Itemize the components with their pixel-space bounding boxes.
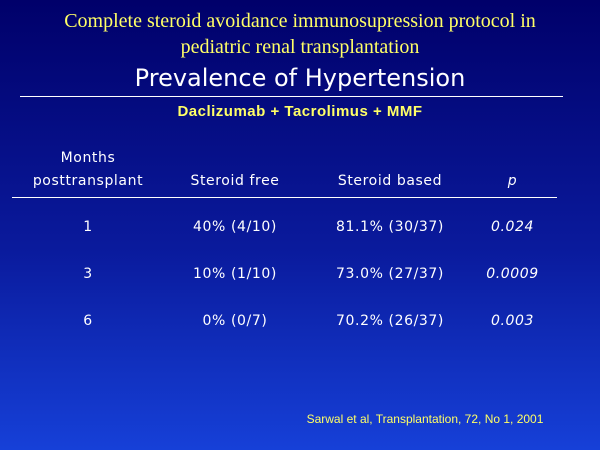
cell-months: 1 [83,219,93,235]
cell-p-value: 0.003 [490,313,535,329]
cell-steroid-free: 0% (0/7) [202,313,268,329]
header-steroid-based: Steroid based [337,173,443,189]
title-divider [20,96,563,97]
slide-title: Complete steroid avoidance immunosupress… [0,8,600,60]
header-months: Months posttransplant [18,147,158,193]
title-line-1: Complete steroid avoidance immunosupress… [64,10,536,32]
regimen-label: Daclizumab + Tacrolimus + MMF [177,103,423,120]
cell-steroid-free: 40% (4/10) [193,219,277,235]
citation: Sarwal et al, Transplantation, 72, No 1,… [306,412,544,426]
cell-p-value: 0.0009 [486,266,539,282]
cell-steroid-based: 73.0% (27/37) [336,266,444,282]
cell-steroid-free: 10% (1/10) [193,266,277,282]
cell-p-value: 0.024 [490,219,535,235]
header-months-line1: Months [60,150,116,166]
title-line-2: pediatric renal transplantation [180,36,420,58]
header-months-line2: posttransplant [32,173,144,189]
header-p-value: p [507,173,518,189]
cell-steroid-based: 70.2% (26/37) [336,313,444,329]
slide-subtitle: Prevalence of Hypertension [134,64,466,92]
cell-months: 6 [83,313,93,329]
cell-months: 3 [83,266,93,282]
header-steroid-free: Steroid free [190,173,280,189]
cell-steroid-based: 81.1% (30/37) [336,219,444,235]
header-divider [12,197,557,198]
